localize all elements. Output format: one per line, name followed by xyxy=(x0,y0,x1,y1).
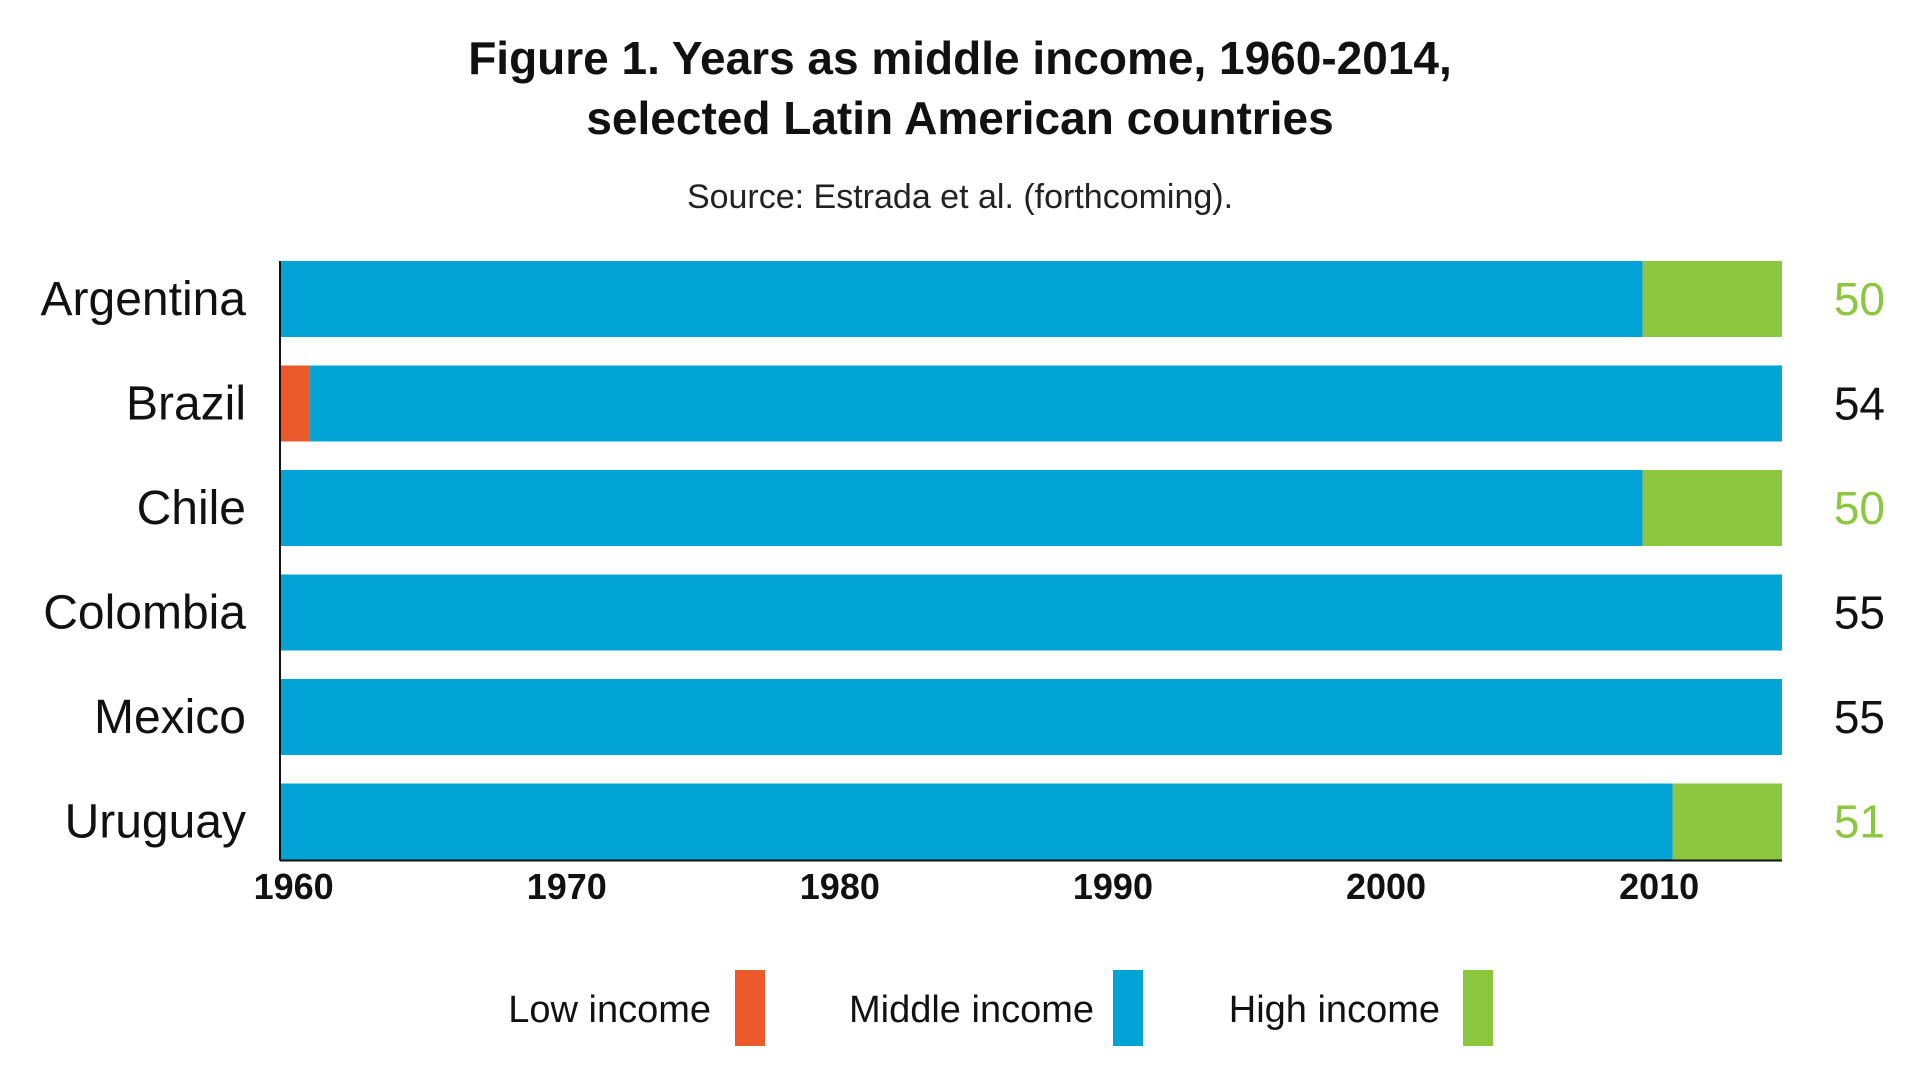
legend-label-low-income: Low income xyxy=(508,989,711,1031)
bar-uruguay-middle-income xyxy=(280,783,1673,860)
legend: Low income Middle income High income xyxy=(508,970,1493,1046)
x-tick-label-1980: 1980 xyxy=(800,866,880,907)
chart-title-group: Figure 1. Years as middle income, 1960-2… xyxy=(468,32,1452,144)
total-years-colombia: 55 xyxy=(1834,587,1885,639)
category-label-mexico: Mexico xyxy=(94,691,246,744)
category-label-colombia: Colombia xyxy=(43,587,246,640)
chart-title-line-2: selected Latin American countries xyxy=(586,92,1333,144)
bars-layer xyxy=(280,261,1782,860)
bar-mexico-middle-income xyxy=(280,679,1782,755)
legend-label-high-income: High income xyxy=(1229,989,1440,1031)
x-tick-label-1970: 1970 xyxy=(527,866,607,907)
total-years-mexico: 55 xyxy=(1834,691,1885,743)
total-years-uruguay: 51 xyxy=(1834,796,1885,848)
category-label-argentina: Argentina xyxy=(41,273,247,326)
bar-argentina-high-income xyxy=(1642,261,1782,337)
category-labels: Argentina Brazil Chile Colombia Mexico Urugua… xyxy=(41,273,247,849)
legend-swatch-high-income xyxy=(1463,970,1493,1046)
x-axis-ticks: 1960 1970 1980 1990 2000 2010 xyxy=(254,866,1700,907)
x-tick-label-1960: 1960 xyxy=(254,866,334,907)
bar-argentina-middle-income xyxy=(280,261,1643,337)
legend-label-middle-income: Middle income xyxy=(849,989,1094,1031)
category-label-brazil: Brazil xyxy=(126,378,246,431)
category-label-uruguay: Uruguay xyxy=(65,796,246,849)
x-tick-label-2010: 2010 xyxy=(1619,866,1699,907)
bar-uruguay-high-income xyxy=(1672,783,1782,860)
total-years-brazil: 54 xyxy=(1834,378,1885,430)
bar-chile-high-income xyxy=(1642,470,1782,546)
legend-swatch-middle-income xyxy=(1113,970,1143,1046)
legend-swatch-low-income xyxy=(735,970,765,1046)
bar-chile-middle-income xyxy=(280,470,1643,546)
bar-brazil-low-income xyxy=(280,365,311,442)
x-tick-label-2000: 2000 xyxy=(1346,866,1426,907)
category-label-chile: Chile xyxy=(137,482,246,535)
bar-colombia-middle-income xyxy=(280,574,1782,651)
chart-title-line-1: Figure 1. Years as middle income, 1960-2… xyxy=(468,32,1452,84)
bar-brazil-middle-income xyxy=(310,365,1782,442)
chart-subtitle: Source: Estrada et al. (forthcoming). xyxy=(687,178,1233,216)
axes-layer xyxy=(279,261,1782,862)
total-years-labels: 50 54 50 55 55 51 xyxy=(1834,273,1885,848)
total-years-chile: 50 xyxy=(1834,482,1885,534)
x-tick-label-1990: 1990 xyxy=(1073,866,1153,907)
total-years-argentina: 50 xyxy=(1834,273,1885,325)
